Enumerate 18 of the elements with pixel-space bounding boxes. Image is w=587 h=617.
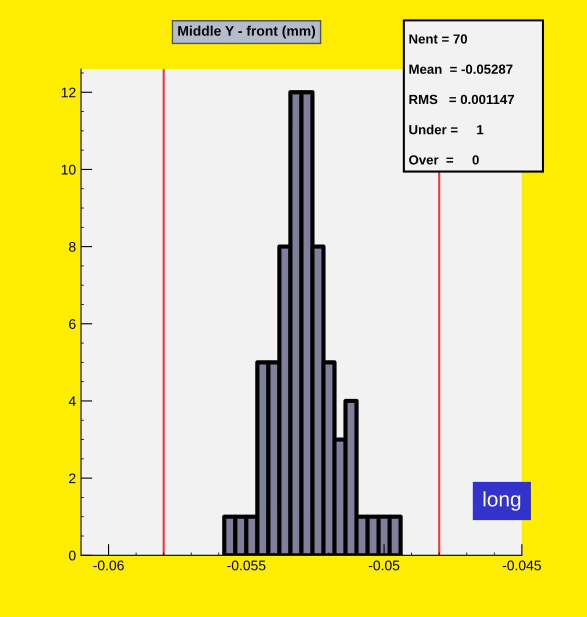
x-tick-label: -0.045 (502, 560, 541, 570)
x-tick-label: -0.05 (368, 560, 400, 570)
y-tick-label: 10 (62, 164, 76, 175)
annotation: long (484, 491, 520, 511)
y-tick-label: 4 (68, 396, 76, 406)
annotation: RMS = 0.001147 (409, 94, 514, 104)
y-tick-label: 0 (68, 550, 76, 560)
annotation: Over = 0 (409, 155, 479, 165)
y-tick-label: 6 (69, 319, 76, 329)
y-tick-label: 12 (62, 88, 76, 98)
y-tick-label: 2 (69, 473, 76, 484)
annotation: Mean = -0.05287 (409, 64, 512, 74)
x-tick-label: -0.06 (93, 560, 124, 570)
text: Nent = 70 (409, 34, 468, 44)
y-tick-label: 8 (69, 242, 76, 252)
annotation: Under = 1 (409, 124, 484, 134)
chart-title: Middle Y - front (mm) (178, 26, 316, 39)
x-tick-label: -0.055 (227, 560, 266, 570)
